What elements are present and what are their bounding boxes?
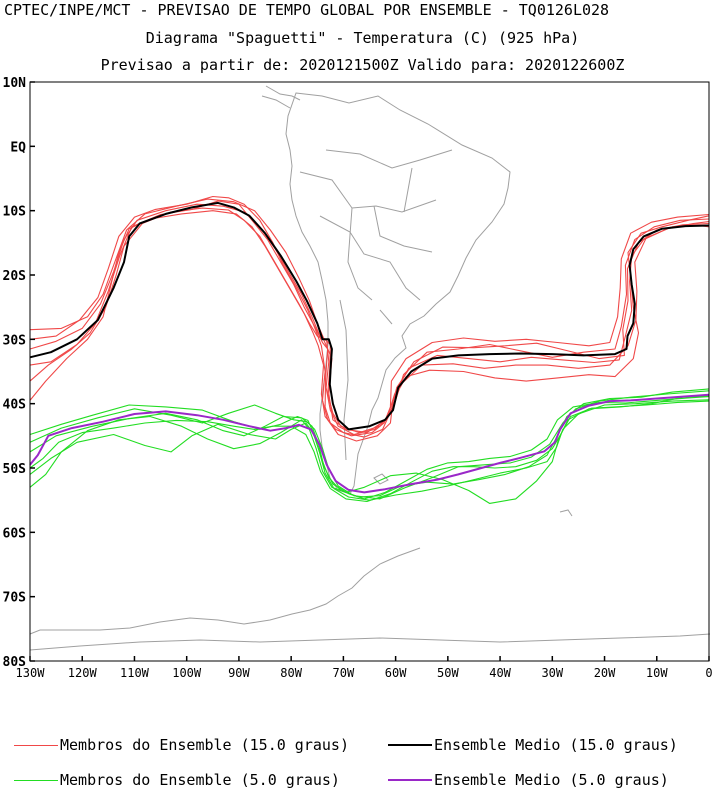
legend-label: Ensemble Medio (15.0 graus) (434, 736, 678, 754)
members15-member-line-4 (29, 207, 710, 434)
x-tick-label: 10W (646, 666, 668, 680)
x-tick-label: 60W (385, 666, 407, 680)
x-tick-label: 120W (68, 666, 98, 680)
members15-member-line-2 (29, 203, 710, 436)
land-outlines (29, 85, 711, 651)
mean15-mean-line (29, 201, 710, 431)
legend-swatch (388, 744, 432, 746)
legend-swatch (14, 779, 58, 781)
central-america-coastline (261, 85, 301, 109)
chart-subtitle: Previsao a partir de: 2020121500Z Valido… (100, 56, 625, 74)
members15-member-line-6 (29, 210, 710, 437)
y-tick-label: 30S (3, 333, 27, 348)
x-tick-label: 30W (541, 666, 563, 680)
x-tick-label: 20W (594, 666, 616, 680)
legend-item-2: Ensemble Medio (15.0 graus) (388, 735, 678, 755)
falkland-islands-coastline (373, 473, 389, 485)
members5-member-line-6 (29, 400, 710, 503)
y-tick-label: 80S (3, 655, 27, 670)
y-tick-label: 20S (3, 269, 27, 284)
members15-member-line-5 (29, 195, 710, 442)
chart-title-line-1: CPTEC/INPE/MCT - PREVISAO DE TEMPO GLOBA… (4, 1, 610, 19)
x-tick-label: 110W (120, 666, 150, 680)
legend-swatch (388, 779, 432, 781)
x-tick-label: 80W (280, 666, 302, 680)
legend-item-3: Membros do Ensemble (5.0 graus) (14, 770, 340, 790)
y-tick-label: 60S (3, 526, 27, 541)
legend-label: Membros do Ensemble (15.0 graus) (60, 736, 349, 754)
south-georgia-coastline (559, 509, 573, 517)
x-tick-label: 40W (489, 666, 511, 680)
legend-label: Ensemble Medio (5.0 graus) (434, 771, 669, 789)
members5-member-line-3 (29, 395, 710, 504)
plot-frame (29, 81, 710, 662)
x-tick-label: 130W (16, 666, 46, 680)
y-tick-label: 10N (3, 76, 27, 91)
members5-member-line-4 (29, 396, 710, 500)
y-tick-label: EQ (10, 140, 26, 155)
members15-member-line-1 (29, 198, 710, 434)
legend-label: Membros do Ensemble (5.0 graus) (60, 771, 340, 789)
y-tick-label: 70S (3, 591, 27, 606)
members5-member-line-5 (29, 388, 710, 498)
south-america-coastline (285, 92, 511, 495)
x-tick-label: 100W (172, 666, 202, 680)
chart-title: Diagrama "Spaguetti" - Temperatura (C) (… (145, 29, 580, 47)
country-borders (299, 149, 453, 461)
legend-item-1: Membros do Ensemble (15.0 graus) (14, 735, 349, 755)
x-tick-label: 90W (228, 666, 250, 680)
y-tick-label: 10S (3, 205, 27, 220)
mean5-mean-line (29, 393, 710, 494)
x-tick-label: 70W (333, 666, 355, 680)
y-tick-label: 40S (3, 398, 27, 413)
legend-item-4: Ensemble Medio (5.0 graus) (388, 770, 669, 790)
x-tick-label: 0 (705, 666, 712, 680)
series-layer (29, 195, 710, 504)
x-tick-label: 50W (437, 666, 459, 680)
y-tick-label: 50S (3, 462, 27, 477)
legend-swatch (14, 744, 58, 746)
antarctic-peninsula-coastline (29, 547, 711, 651)
